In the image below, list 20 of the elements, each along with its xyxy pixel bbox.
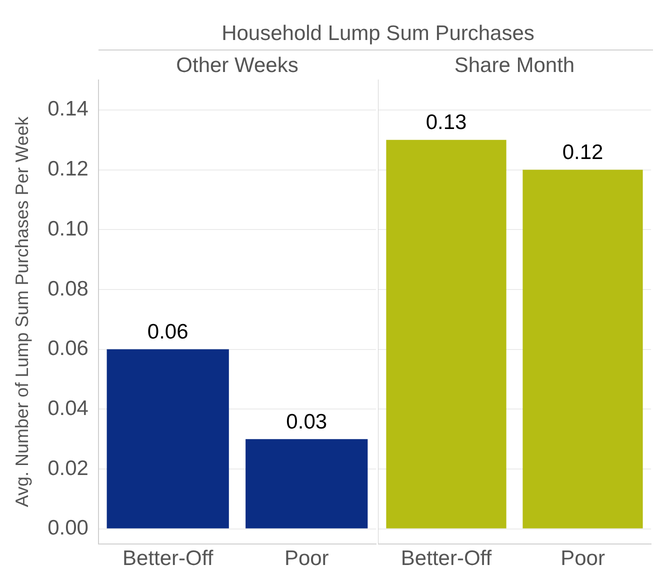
data-label: 0.12 <box>562 141 604 164</box>
chart-title: Household Lump Sum Purchases <box>220 22 536 46</box>
y-tick-label: 0.12 <box>48 158 88 181</box>
x-tick-label: Better-Off <box>122 547 214 570</box>
data-label: 0.03 <box>286 410 328 434</box>
data-label: 0.06 <box>147 320 188 344</box>
y-axis-title: Avg. Number of Lump Sum Purchases Per Week <box>12 116 32 508</box>
x-tick-label: Poor <box>284 547 329 570</box>
y-tick-label: 0.14 <box>48 98 89 121</box>
y-tick-label: 0.10 <box>48 217 88 240</box>
y-tick-label: 0.06 <box>48 337 88 360</box>
chart-subtitle: Other Weeks <box>176 54 298 77</box>
y-tick-label: 0.08 <box>48 277 88 300</box>
data-label: 0.13 <box>426 111 467 134</box>
chart-subtitle: Share Month <box>454 54 575 77</box>
x-tick-label: Poor <box>560 547 605 570</box>
y-tick-label: 0.02 <box>48 456 88 480</box>
y-tick-label: 0.00 <box>48 516 88 540</box>
y-tick-label: 0.04 <box>48 396 89 420</box>
x-tick-label: Better-Off <box>400 547 492 570</box>
